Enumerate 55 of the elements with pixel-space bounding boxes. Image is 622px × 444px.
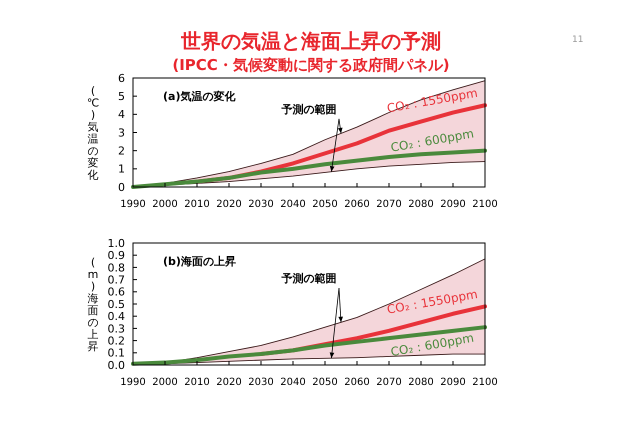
annotation: 予測の範囲 bbox=[280, 102, 336, 116]
x-tick-label: 2000 bbox=[152, 377, 178, 388]
x-tick-label: 2100 bbox=[472, 199, 498, 210]
x-tick-label: 2090 bbox=[440, 377, 466, 388]
y-tick-label: 0.1 bbox=[108, 346, 125, 360]
y-tick-label: 0.0 bbox=[108, 358, 125, 372]
chart-subtitle: (IPCC・気候変動に関する政府間パネル) bbox=[172, 56, 450, 74]
y-tick-label: 3 bbox=[118, 126, 125, 140]
y-tick-label: 0.9 bbox=[108, 249, 125, 262]
annotation: (b)海面の上昇 bbox=[163, 255, 236, 268]
x-tick-label: 2080 bbox=[408, 199, 434, 210]
x-tick-label: 2070 bbox=[376, 199, 402, 210]
y-tick-label: 2 bbox=[118, 144, 125, 158]
text: CO₂ : 600ppm bbox=[390, 126, 475, 155]
x-tick-label: 2060 bbox=[344, 377, 370, 388]
x-tick-label: 2010 bbox=[184, 199, 210, 210]
x-tick-label: 2050 bbox=[312, 377, 338, 388]
x-tick-label: 2070 bbox=[376, 377, 402, 388]
y-tick-label: 0 bbox=[118, 180, 125, 194]
x-tick-label: 2030 bbox=[248, 199, 274, 210]
x-tick-label: 2040 bbox=[280, 377, 306, 388]
y-tick-label: 0.7 bbox=[108, 273, 125, 286]
y-tick-label: 0.8 bbox=[108, 261, 125, 274]
x-tick-label: 2050 bbox=[312, 199, 338, 210]
x-tick-label: 2000 bbox=[152, 199, 178, 210]
x-tick-label: 2060 bbox=[344, 199, 370, 210]
y-tick-label: 0.6 bbox=[108, 286, 125, 299]
y-tick-label: 5 bbox=[118, 90, 125, 104]
x-tick-label: 2090 bbox=[440, 199, 466, 210]
x-tick-label: 2040 bbox=[280, 199, 306, 210]
annotation: (a)気温の変化 bbox=[163, 90, 236, 103]
x-tick-label: 2100 bbox=[472, 377, 498, 388]
annotation: 予測の範囲 bbox=[280, 272, 336, 286]
x-tick-label: 1990 bbox=[120, 377, 146, 388]
text: 11 bbox=[572, 35, 584, 45]
text: CO₂ : 1550ppm bbox=[386, 286, 479, 317]
y-tick-label: 6 bbox=[118, 72, 125, 85]
y-tick-label: 0.2 bbox=[108, 334, 125, 348]
x-tick-label: 2010 bbox=[184, 377, 210, 388]
y-axis-title: (℃)気温の変化 bbox=[86, 84, 100, 182]
text: CO₂ : 600ppm bbox=[390, 330, 475, 360]
y-tick-label: 0.4 bbox=[108, 310, 125, 324]
y-tick-label: 4 bbox=[118, 108, 125, 122]
x-tick-label: 2020 bbox=[216, 377, 242, 388]
y-tick-label: 0.5 bbox=[108, 298, 125, 311]
x-tick-label: 2030 bbox=[248, 377, 274, 388]
x-tick-label: 2080 bbox=[408, 377, 434, 388]
text: CO₂ : 1550ppm bbox=[386, 86, 479, 116]
y-tick-label: 1.0 bbox=[108, 236, 125, 250]
x-tick-label: 1990 bbox=[120, 199, 146, 210]
y-tick-label: 1 bbox=[118, 162, 125, 176]
x-tick-label: 2020 bbox=[216, 199, 242, 210]
y-tick-label: 0.3 bbox=[108, 322, 125, 336]
chart-title: 世界の気温と海面上昇の予測 bbox=[180, 29, 441, 53]
y-axis-title: (m)海面の上昇 bbox=[88, 256, 98, 353]
